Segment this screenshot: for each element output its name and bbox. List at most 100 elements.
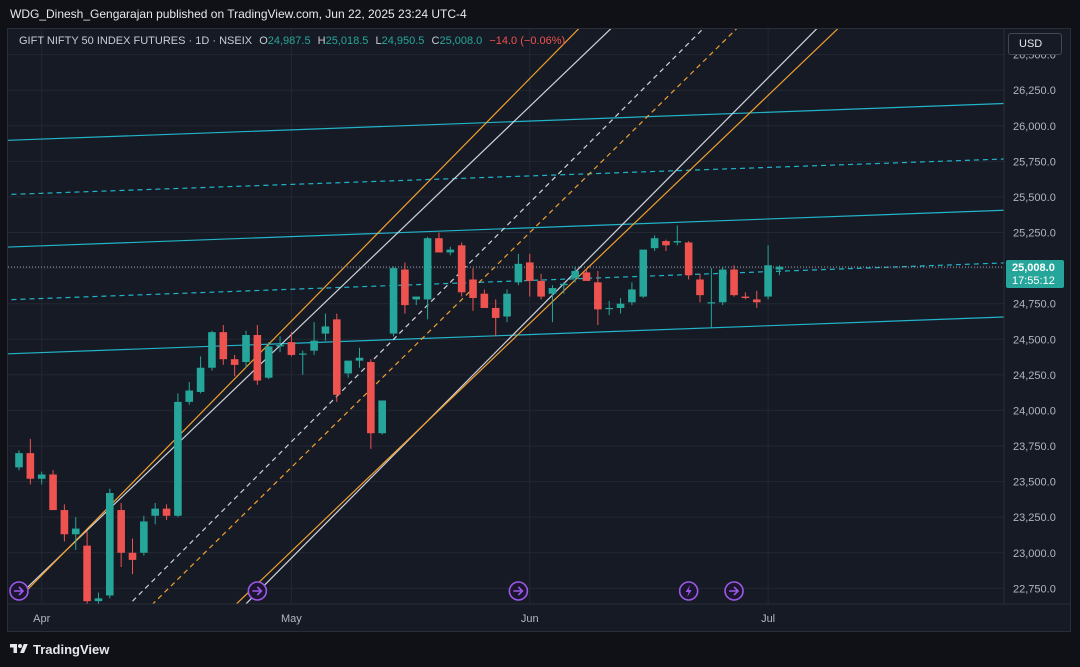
candle-body: [276, 344, 284, 347]
price-tick-label: 26,250.0: [1013, 85, 1056, 97]
arrow-event-icon[interactable]: [247, 581, 268, 601]
candle: [537, 273, 545, 300]
candle: [174, 393, 182, 518]
candle: [639, 249, 648, 298]
candle: [219, 325, 228, 365]
candle: [185, 381, 194, 405]
arrow-event-icon[interactable]: [9, 581, 29, 601]
arrow-event-icon[interactable]: [508, 581, 529, 601]
candle-body: [60, 510, 69, 535]
trendlines: [8, 29, 1004, 604]
candle-body: [469, 279, 477, 298]
time-tick-label: May: [281, 613, 302, 625]
trendline: [245, 29, 818, 604]
candle-body: [208, 332, 216, 368]
candle: [696, 273, 704, 303]
candle-body: [253, 335, 262, 381]
candle-body: [344, 360, 352, 374]
candle-body: [367, 362, 375, 434]
candle-body: [298, 353, 307, 355]
trendline: [8, 102, 1004, 141]
candle-body: [71, 528, 80, 535]
candle: [321, 313, 330, 341]
candle: [435, 232, 443, 253]
tradingview-logo-icon[interactable]: [10, 642, 28, 656]
candle-body: [333, 319, 341, 395]
trendline: [8, 209, 1004, 248]
tradingview-brand[interactable]: TradingView: [33, 642, 110, 657]
candle-body: [162, 508, 171, 516]
candle: [741, 292, 750, 300]
candle: [355, 347, 364, 368]
candle-body: [548, 288, 557, 294]
candle-body: [696, 279, 704, 296]
high-label: H: [317, 35, 326, 47]
price-tick-label: 24,250.0: [1013, 370, 1056, 382]
close-label: C: [431, 35, 440, 47]
candle: [276, 336, 284, 353]
chart-frame[interactable]: [7, 28, 1071, 632]
candle: [423, 236, 432, 320]
low-label: L: [375, 35, 382, 47]
interval-label[interactable]: 1D: [195, 35, 210, 47]
time-tick-label: Jun: [521, 613, 539, 625]
candle-body: [15, 453, 23, 468]
candle: [764, 245, 772, 300]
candle: [491, 299, 500, 337]
candle: [503, 289, 511, 323]
candle: [15, 450, 23, 471]
candle: [650, 235, 659, 252]
candle-body: [480, 293, 489, 308]
last-price-value: 25,008.0: [1012, 262, 1055, 274]
candle-body: [389, 268, 398, 334]
symbol-name[interactable]: GIFT NIFTY 50 INDEX FUTURES: [19, 35, 186, 47]
candle: [605, 300, 613, 316]
candle: [446, 246, 455, 256]
candle: [752, 290, 761, 308]
price-tick-label: 25,750.0: [1013, 156, 1056, 168]
candle: [401, 262, 409, 314]
price-tick-label: 22,750.0: [1013, 583, 1056, 595]
candle-body: [26, 453, 35, 479]
top-bar: WDG_Dinesh_Gengarajan published on Tradi…: [0, 0, 1080, 28]
candle: [389, 266, 398, 337]
candle: [333, 313, 341, 402]
candle-body: [355, 357, 364, 361]
flash-glyph: [685, 585, 692, 597]
countdown-value: 17:55:12: [1012, 275, 1055, 287]
candle: [616, 297, 625, 314]
arrow-event-icon[interactable]: [724, 581, 744, 601]
currency-button[interactable]: USD: [1008, 33, 1062, 55]
candle: [208, 330, 216, 371]
candle-body: [94, 598, 103, 602]
open-value: 24,987.5: [267, 35, 311, 47]
candle-body: [174, 401, 182, 516]
trendline: [8, 316, 1004, 355]
candle-body: [537, 280, 545, 297]
price-tick-label: 25,500.0: [1013, 192, 1056, 204]
candle: [242, 330, 250, 368]
candle: [26, 438, 35, 485]
candle: [106, 488, 114, 599]
trendline: [132, 29, 704, 602]
low-value: 24,950.5: [381, 35, 425, 47]
candle-body: [628, 289, 636, 303]
price-axis: 26,500.026,250.026,000.025,750.025,500.0…: [1013, 50, 1056, 596]
arrow-glyph: [513, 586, 524, 596]
candle-body: [718, 269, 727, 303]
price-tick-label: 23,750.0: [1013, 441, 1056, 453]
trendline: [18, 29, 612, 596]
candle-body: [594, 282, 602, 310]
flash-event-icon[interactable]: [678, 581, 699, 601]
candle: [673, 225, 682, 246]
candle-body: [616, 303, 625, 308]
candle: [230, 354, 239, 377]
candle-body: [650, 238, 659, 249]
candle-body: [707, 302, 716, 304]
high-value: 25,018.5: [325, 35, 369, 47]
candle: [730, 265, 738, 297]
candle-body: [673, 241, 682, 243]
candle: [128, 538, 137, 575]
candle-body: [230, 359, 239, 365]
